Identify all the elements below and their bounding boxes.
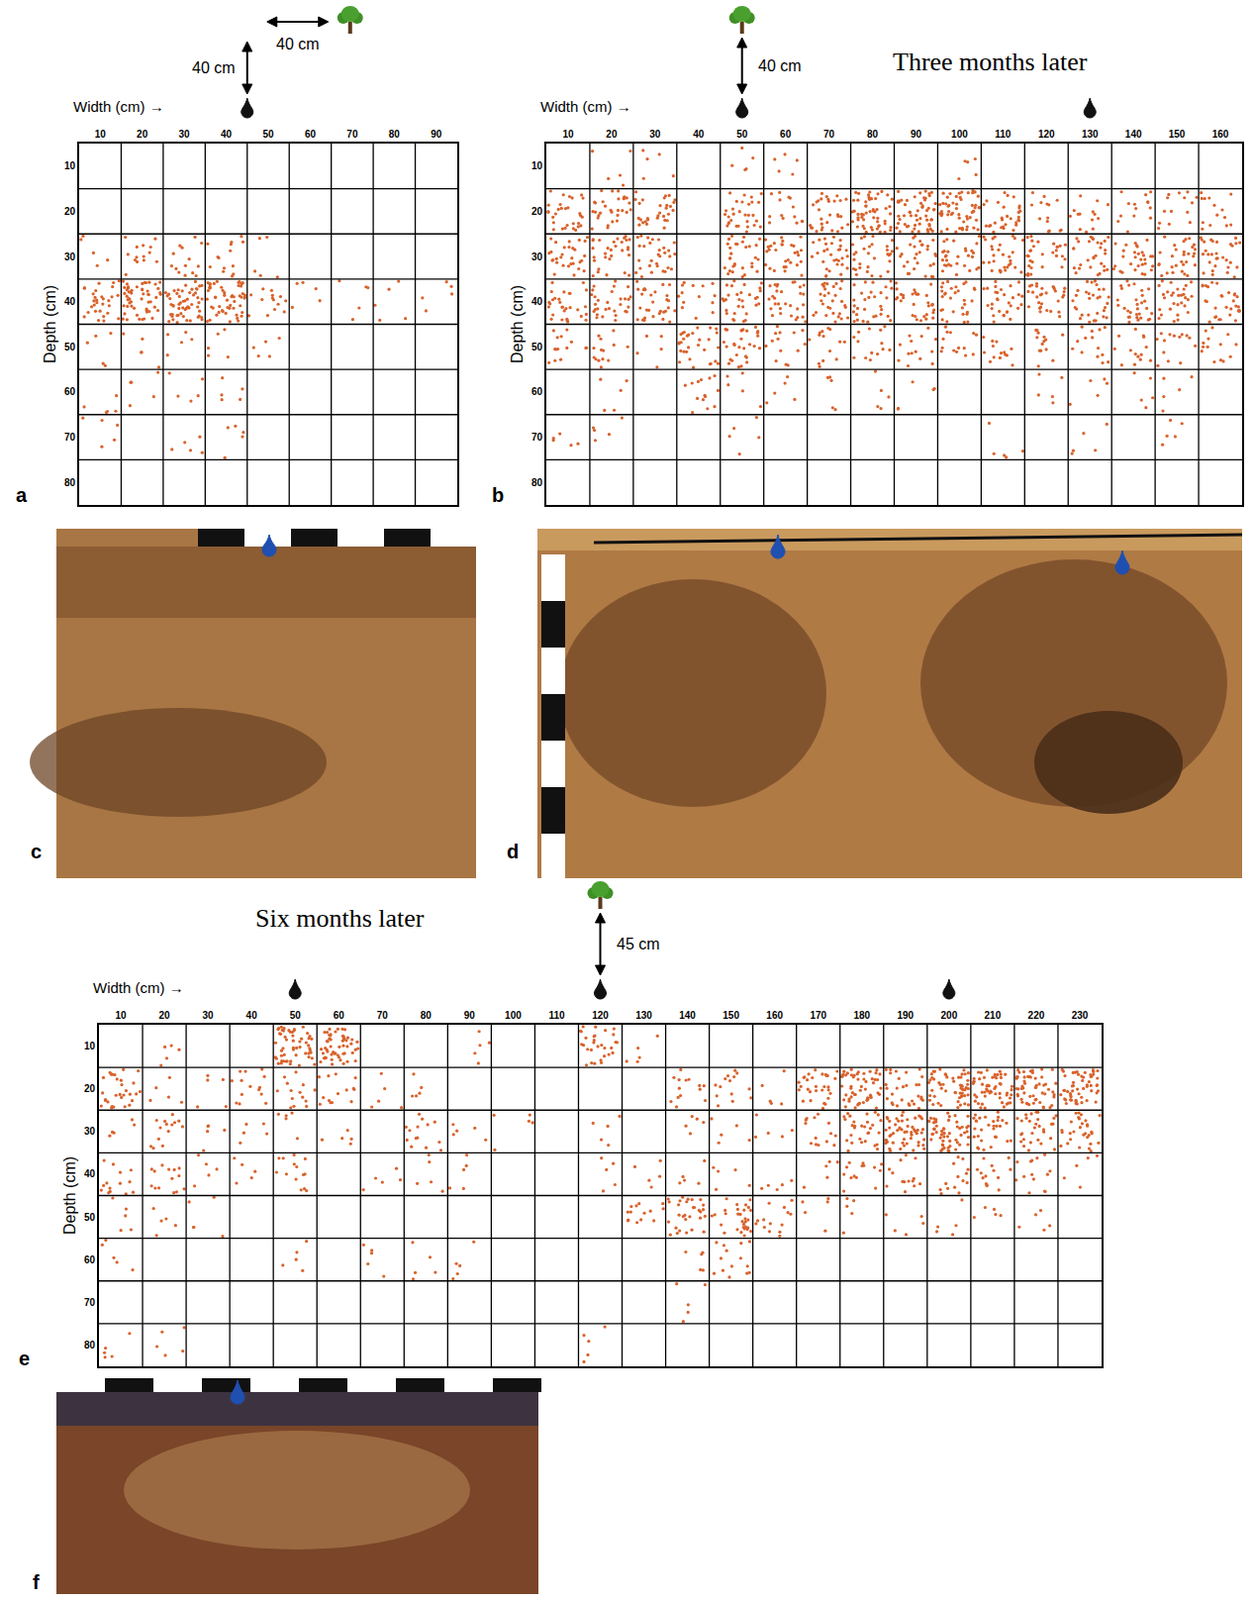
svg-text:220: 220 <box>1028 1009 1046 1021</box>
svg-text:40 cm: 40 cm <box>758 57 802 75</box>
svg-text:20: 20 <box>159 1009 172 1021</box>
svg-text:a: a <box>15 483 28 506</box>
svg-text:80: 80 <box>420 1009 433 1021</box>
svg-text:40: 40 <box>692 128 705 140</box>
svg-text:90: 90 <box>464 1009 477 1021</box>
svg-text:20: 20 <box>531 205 544 217</box>
svg-text:70: 70 <box>823 128 836 140</box>
svg-text:30: 30 <box>202 1009 215 1021</box>
svg-text:140: 140 <box>1125 128 1143 140</box>
svg-text:e: e <box>18 1347 30 1369</box>
svg-text:50: 50 <box>736 128 749 140</box>
svg-text:30: 30 <box>531 251 544 263</box>
svg-text:10: 10 <box>64 160 77 172</box>
svg-text:10: 10 <box>84 1040 97 1052</box>
svg-text:Width (cm) →: Width (cm) → <box>73 97 165 115</box>
svg-text:200: 200 <box>941 1009 959 1021</box>
svg-text:30: 30 <box>649 128 662 140</box>
svg-text:190: 190 <box>896 1009 914 1021</box>
svg-text:60: 60 <box>64 385 77 397</box>
svg-text:50: 50 <box>64 341 77 353</box>
svg-text:70: 70 <box>531 431 544 443</box>
svg-text:140: 140 <box>678 1009 696 1021</box>
svg-text:130: 130 <box>635 1009 653 1021</box>
svg-text:20: 20 <box>605 128 618 140</box>
svg-text:20: 20 <box>136 128 149 140</box>
svg-text:110: 110 <box>994 128 1012 140</box>
svg-text:100: 100 <box>504 1009 522 1021</box>
svg-text:30: 30 <box>64 251 77 263</box>
svg-text:80: 80 <box>388 128 401 140</box>
svg-text:70: 70 <box>377 1009 389 1021</box>
svg-text:20: 20 <box>64 205 77 217</box>
svg-text:Depth (cm): Depth (cm) <box>508 285 526 364</box>
svg-text:20: 20 <box>84 1082 97 1094</box>
svg-text:70: 70 <box>84 1296 97 1308</box>
svg-text:60: 60 <box>333 1009 346 1021</box>
svg-text:40 cm: 40 cm <box>192 59 236 77</box>
svg-text:80: 80 <box>531 477 544 488</box>
svg-text:10: 10 <box>562 128 575 140</box>
svg-text:40: 40 <box>84 1167 97 1179</box>
svg-text:f: f <box>32 1570 40 1593</box>
svg-text:40: 40 <box>220 128 233 140</box>
svg-text:180: 180 <box>853 1009 870 1021</box>
svg-text:150: 150 <box>722 1009 740 1021</box>
svg-text:Width (cm) →: Width (cm) → <box>93 978 185 996</box>
svg-text:100: 100 <box>951 128 968 140</box>
svg-text:230: 230 <box>1071 1009 1089 1021</box>
svg-text:50: 50 <box>262 128 275 140</box>
svg-text:d: d <box>506 840 519 863</box>
svg-text:120: 120 <box>1038 128 1056 140</box>
svg-text:b: b <box>491 483 504 506</box>
svg-text:Depth (cm): Depth (cm) <box>41 285 59 364</box>
svg-text:80: 80 <box>84 1339 97 1350</box>
svg-text:170: 170 <box>809 1009 827 1021</box>
svg-text:90: 90 <box>430 128 443 140</box>
svg-text:60: 60 <box>304 128 317 140</box>
svg-text:Depth (cm): Depth (cm) <box>61 1156 79 1235</box>
svg-text:110: 110 <box>548 1009 566 1021</box>
svg-text:45 cm: 45 cm <box>616 935 661 953</box>
svg-text:10: 10 <box>531 160 544 172</box>
svg-text:c: c <box>30 840 42 863</box>
svg-text:70: 70 <box>346 128 359 140</box>
svg-text:160: 160 <box>766 1009 783 1021</box>
svg-text:40: 40 <box>246 1009 259 1021</box>
svg-text:80: 80 <box>64 477 77 488</box>
svg-text:Six months later: Six months later <box>255 903 425 933</box>
svg-text:40: 40 <box>64 295 77 307</box>
svg-text:80: 80 <box>867 128 879 140</box>
svg-text:60: 60 <box>779 128 792 140</box>
svg-text:130: 130 <box>1081 128 1099 140</box>
svg-text:40 cm: 40 cm <box>276 35 320 53</box>
svg-text:50: 50 <box>289 1009 302 1021</box>
svg-text:30: 30 <box>84 1125 97 1137</box>
svg-text:10: 10 <box>95 128 107 140</box>
svg-text:60: 60 <box>84 1253 97 1265</box>
svg-text:40: 40 <box>531 295 544 307</box>
svg-text:70: 70 <box>64 431 77 443</box>
svg-text:150: 150 <box>1168 128 1186 140</box>
svg-text:60: 60 <box>531 385 544 397</box>
svg-text:160: 160 <box>1212 128 1230 140</box>
svg-text:50: 50 <box>84 1211 97 1223</box>
svg-text:Three months later: Three months later <box>892 47 1088 77</box>
svg-text:50: 50 <box>531 341 544 353</box>
svg-text:Width (cm) →: Width (cm) → <box>540 97 632 115</box>
svg-text:210: 210 <box>984 1009 1002 1021</box>
svg-text:120: 120 <box>591 1009 609 1021</box>
svg-text:10: 10 <box>114 1009 127 1021</box>
svg-text:30: 30 <box>179 128 192 140</box>
svg-text:90: 90 <box>910 128 923 140</box>
